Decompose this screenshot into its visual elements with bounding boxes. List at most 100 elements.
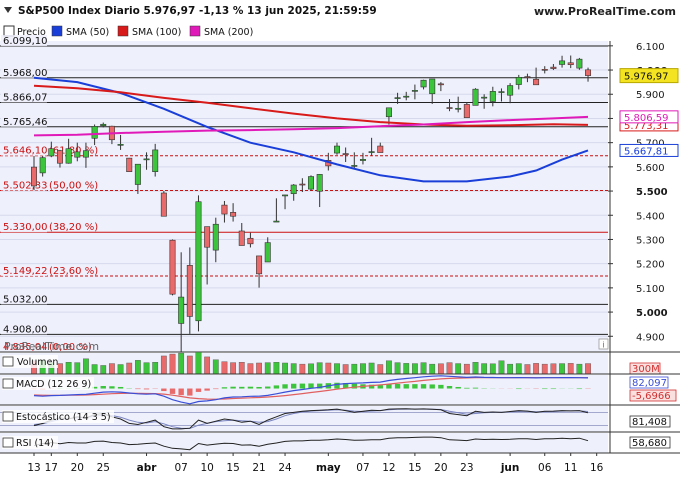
candle-body[interactable] — [585, 69, 592, 76]
candle-body[interactable] — [420, 79, 427, 88]
candle-body[interactable] — [212, 223, 219, 251]
candle-body[interactable] — [489, 91, 496, 102]
volume-bar — [282, 362, 288, 375]
macd-hist-bar — [351, 383, 357, 389]
candle-body[interactable] — [368, 151, 375, 153]
candle-body[interactable] — [334, 145, 340, 154]
volume-bar — [316, 362, 323, 375]
candle-body[interactable] — [455, 107, 462, 110]
candle-body[interactable] — [56, 150, 63, 164]
candle-body[interactable] — [282, 194, 289, 197]
volume-bar — [169, 353, 176, 375]
macd-hist-bar — [265, 386, 271, 389]
candle-body[interactable] — [498, 91, 505, 93]
candle-body[interactable] — [195, 201, 202, 322]
candle-body[interactable] — [178, 296, 185, 324]
candle-body[interactable] — [403, 95, 410, 98]
candle-body[interactable] — [429, 78, 436, 95]
candle-body[interactable] — [117, 144, 124, 146]
candle-body[interactable] — [238, 230, 245, 246]
macd-hist-bar — [247, 386, 254, 389]
info-icon[interactable] — [598, 338, 609, 350]
candle-body[interactable] — [550, 66, 557, 69]
volume-bar — [412, 363, 418, 375]
candle-body[interactable] — [576, 58, 583, 69]
candle-body[interactable] — [481, 96, 488, 99]
candle-body[interactable] — [48, 148, 55, 157]
volume-bar — [420, 362, 427, 375]
candle-body[interactable] — [507, 85, 514, 96]
collapse-arrow-icon[interactable] — [4, 7, 12, 13]
candle-body[interactable] — [91, 126, 98, 139]
candle-body[interactable] — [515, 77, 522, 85]
candle-body[interactable] — [463, 104, 470, 119]
rsi-checkbox-icon[interactable] — [2, 437, 14, 448]
sma200-line[interactable] — [33, 115, 589, 137]
candle-body[interactable] — [247, 237, 254, 245]
candle-body[interactable] — [446, 107, 453, 109]
volume-checkbox-icon[interactable] — [2, 356, 14, 367]
candle-body[interactable] — [134, 163, 141, 185]
stoch-checkbox-icon[interactable] — [2, 411, 14, 422]
candle-body[interactable] — [299, 183, 306, 186]
candle-body[interactable] — [204, 226, 211, 248]
level-label: 4.835,04 — [3, 342, 48, 353]
macd-hist-bar — [221, 387, 228, 389]
candle-body[interactable] — [126, 157, 133, 172]
candle-body[interactable] — [160, 192, 167, 217]
stoch-title-bg — [2, 410, 114, 423]
candle-body[interactable] — [82, 150, 89, 158]
candle-body[interactable] — [411, 90, 418, 92]
volume-panel[interactable]: Volumen 300M — [0, 351, 680, 375]
level-label-bg — [1, 144, 47, 156]
volume-bar — [437, 363, 444, 375]
candle-body[interactable] — [273, 220, 280, 223]
candle-body[interactable] — [31, 166, 37, 187]
candle-body[interactable] — [524, 76, 531, 78]
sma100-swatch-icon[interactable] — [117, 25, 129, 37]
macd-checkbox-icon[interactable] — [2, 378, 14, 389]
candle-body[interactable] — [394, 97, 401, 99]
candle-body[interactable] — [567, 62, 574, 66]
candle-body[interactable] — [264, 242, 271, 263]
macd-hist-bar — [394, 384, 401, 389]
candle-body[interactable] — [472, 88, 479, 106]
candle-body[interactable] — [152, 149, 159, 172]
candle-body[interactable] — [221, 204, 228, 215]
candle-body[interactable] — [230, 212, 237, 217]
y-tick-label: 5.100 — [636, 284, 665, 295]
sma50-swatch-icon[interactable] — [51, 25, 63, 37]
candle-body[interactable] — [533, 78, 540, 86]
candle-body[interactable] — [559, 60, 566, 65]
macd-hist-bar — [455, 386, 461, 389]
rsi-panel[interactable]: RSI (14) 58,680 — [0, 352, 680, 454]
price-panel[interactable]: 4.900 5.000 5.100 5.200 5.300 5.400 5.500 5.600… — [0, 35, 680, 353]
macd-hist-bar — [204, 388, 210, 391]
stochastic-panel[interactable]: Estocástico (14 3 5) 81,408 — [0, 406, 680, 433]
candle-body[interactable] — [186, 265, 193, 317]
candle-body[interactable] — [377, 145, 384, 153]
candle-body[interactable] — [342, 153, 349, 156]
candle-body[interactable] — [65, 148, 72, 164]
candle-body[interactable] — [385, 107, 392, 118]
macd-panel[interactable]: MACD (12 26 9) 82,097 -5,6966 — [0, 375, 680, 406]
sma200-swatch-icon[interactable] — [189, 25, 201, 37]
candle-body[interactable] — [100, 123, 107, 127]
sma100-line[interactable] — [33, 84, 589, 127]
price-checkbox-icon[interactable] — [3, 25, 15, 37]
candle-body[interactable] — [256, 255, 263, 275]
sma50-line[interactable] — [33, 76, 589, 183]
candle-body[interactable] — [74, 151, 81, 158]
level-label-bg — [1, 179, 47, 191]
candle-body[interactable] — [290, 184, 297, 195]
candle-body[interactable] — [39, 157, 46, 174]
candle-body[interactable] — [437, 83, 444, 86]
candle-body[interactable] — [359, 159, 366, 161]
candle-body[interactable] — [541, 69, 548, 71]
candle-body[interactable] — [316, 174, 323, 192]
candle-body[interactable] — [351, 165, 358, 167]
candle-body[interactable] — [143, 158, 150, 161]
x-tick-label: abr — [137, 462, 158, 474]
candle-body[interactable] — [169, 239, 176, 295]
candle-body[interactable] — [308, 176, 314, 190]
